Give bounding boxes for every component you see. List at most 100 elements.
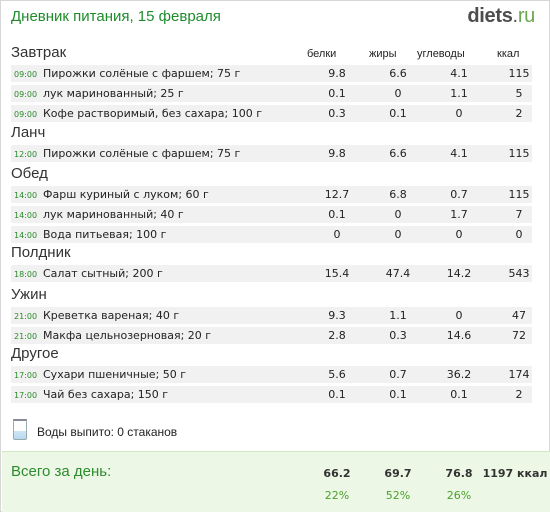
proteins-value: 9.3 xyxy=(328,309,346,322)
kcal-value: 2 xyxy=(515,388,523,401)
time-label: 14:00 xyxy=(14,211,38,220)
food-name: Вода питьевая; 100 г xyxy=(43,228,167,241)
carbs-value: 4.1 xyxy=(450,147,468,160)
time-label: 21:00 xyxy=(14,312,38,321)
column-header-proteins: белки xyxy=(307,48,337,60)
kcal-value: 115 xyxy=(508,188,530,201)
fats-value: 0 xyxy=(394,208,402,221)
total-proteins-pct: 22% xyxy=(324,489,350,502)
proteins-value: 2.8 xyxy=(328,329,346,342)
food-name: Макфа цельнозерновая; 20 г xyxy=(43,329,212,342)
water-text: Воды выпито: 0 стаканов xyxy=(37,425,178,439)
food-name: Пирожки солёные с фаршем; 75 г xyxy=(43,147,241,160)
time-label: 17:00 xyxy=(14,371,38,380)
proteins-value: 9.8 xyxy=(328,67,346,80)
time-label: 14:00 xyxy=(14,191,38,200)
proteins-value: 15.4 xyxy=(324,267,350,280)
proteins-value: 0.1 xyxy=(328,208,346,221)
fats-value: 0 xyxy=(394,228,402,241)
kcal-value: 47 xyxy=(512,309,526,322)
time-label: 14:00 xyxy=(14,231,38,240)
logo-tld: ru xyxy=(517,5,535,27)
food-name: Кофе растворимый, без сахара; 100 г xyxy=(43,107,262,120)
fats-value: 6.8 xyxy=(389,188,407,201)
fats-value: 0.3 xyxy=(389,329,407,342)
food-name: Пирожки солёные с фаршем; 75 г xyxy=(43,67,241,80)
logo-main: diets xyxy=(467,5,513,27)
food-name: Фарш куриный с луком; 60 г xyxy=(43,188,209,201)
carbs-value: 0 xyxy=(455,107,463,120)
fats-value: 0 xyxy=(394,87,402,100)
proteins-value: 5.6 xyxy=(328,368,346,381)
total-fats: 69.7 xyxy=(384,467,412,480)
proteins-value: 0.1 xyxy=(328,87,346,100)
total-proteins: 66.2 xyxy=(323,467,351,480)
food-name: лук маринованный; 25 г xyxy=(43,87,184,100)
kcal-value: 5 xyxy=(515,87,523,100)
carbs-value: 14.6 xyxy=(446,329,472,342)
food-row[interactable]: 12:00 Пирожки солёные с фаршем; 75 г 9.8 6.… xyxy=(11,145,532,163)
kcal-value: 0 xyxy=(515,228,523,241)
food-row[interactable]: 17:00 Чай без сахара; 150 г 0.1 0.1 0.1 2 xyxy=(11,386,532,404)
proteins-value: 12.7 xyxy=(324,188,350,201)
time-label: 17:00 xyxy=(14,391,38,400)
meal-title: Полдник xyxy=(11,244,71,261)
site-logo[interactable]: diets.ru xyxy=(467,5,535,28)
fats-value: 6.6 xyxy=(389,147,407,160)
carbs-value: 0 xyxy=(455,309,463,322)
carbs-value: 0.7 xyxy=(450,188,468,201)
food-row[interactable]: 09:00 лук маринованный; 25 г 0.1 0 1.1 5 xyxy=(11,85,532,103)
total-carbs-pct: 26% xyxy=(446,489,472,502)
meal-title: Обед xyxy=(11,165,48,182)
proteins-value: 9.8 xyxy=(328,147,346,160)
meal-title: Ланч xyxy=(11,124,46,141)
food-name: лук маринованный; 40 г xyxy=(43,208,184,221)
fats-value: 1.1 xyxy=(389,309,407,322)
meal-title: Завтрак xyxy=(11,44,67,61)
time-label: 09:00 xyxy=(14,70,38,79)
carbs-value: 1.7 xyxy=(450,208,468,221)
proteins-value: 0.3 xyxy=(328,107,346,120)
total-fats-pct: 52% xyxy=(385,489,411,502)
time-label: 18:00 xyxy=(14,270,38,279)
total-label: Всего за день: xyxy=(11,463,112,480)
day-total: Всего за день: 66.2 69.7 76.8 1197 ккал … xyxy=(2,451,550,512)
food-name: Сухари пшеничные; 50 г xyxy=(43,368,187,381)
column-header-carbs: углеводы xyxy=(417,48,465,60)
meal-title: Ужин xyxy=(11,286,47,303)
meal-title: Другое xyxy=(11,345,59,362)
food-row[interactable]: 14:00 Фарш куриный с луком; 60 г 12.7 6.8 0.… xyxy=(11,186,532,204)
kcal-value: 543 xyxy=(508,267,530,280)
column-header-fats: жиры xyxy=(369,48,397,60)
kcal-value: 115 xyxy=(508,67,530,80)
fats-value: 0.1 xyxy=(389,107,407,120)
food-row[interactable]: 18:00 Салат сытный; 200 г 15.4 47.4 14.2 543 xyxy=(11,265,532,283)
fats-value: 0.1 xyxy=(389,388,407,401)
proteins-value: 0.1 xyxy=(328,388,346,401)
carbs-value: 36.2 xyxy=(446,368,472,381)
carbs-value: 0 xyxy=(455,228,463,241)
time-label: 12:00 xyxy=(14,150,38,159)
proteins-value: 0 xyxy=(333,228,341,241)
time-label: 09:00 xyxy=(14,90,38,99)
total-kcal: 1197 ккал xyxy=(482,467,548,480)
food-row[interactable]: 14:00 лук маринованный; 40 г 0.1 0 1.7 7 xyxy=(11,206,532,224)
kcal-value: 72 xyxy=(512,329,526,342)
logo-dot: . xyxy=(512,5,519,27)
kcal-value: 174 xyxy=(508,368,530,381)
carbs-value: 14.2 xyxy=(446,267,472,280)
time-label: 09:00 xyxy=(14,110,38,119)
food-row[interactable]: 09:00 Пирожки солёные с фаршем; 75 г 9.8 6.… xyxy=(11,65,532,83)
kcal-value: 7 xyxy=(515,208,523,221)
food-row[interactable]: 09:00 Кофе растворимый, без сахара; 100 г… xyxy=(11,105,532,123)
food-row[interactable]: 14:00 Вода питьевая; 100 г 0 0 0 0 xyxy=(11,226,532,244)
carbs-value: 4.1 xyxy=(450,67,468,80)
kcal-value: 2 xyxy=(515,107,523,120)
food-row[interactable]: 17:00 Сухари пшеничные; 50 г 5.6 0.7 36.2 174 xyxy=(11,366,532,384)
food-row[interactable]: 21:00 Креветка вареная; 40 г 9.3 1.1 0 47 xyxy=(11,307,532,325)
time-label: 21:00 xyxy=(14,332,38,341)
food-row[interactable]: 21:00 Макфа цельнозерновая; 20 г 2.8 0.3 14.… xyxy=(11,327,532,345)
glass-icon xyxy=(13,419,27,440)
carbs-value: 1.1 xyxy=(450,87,468,100)
